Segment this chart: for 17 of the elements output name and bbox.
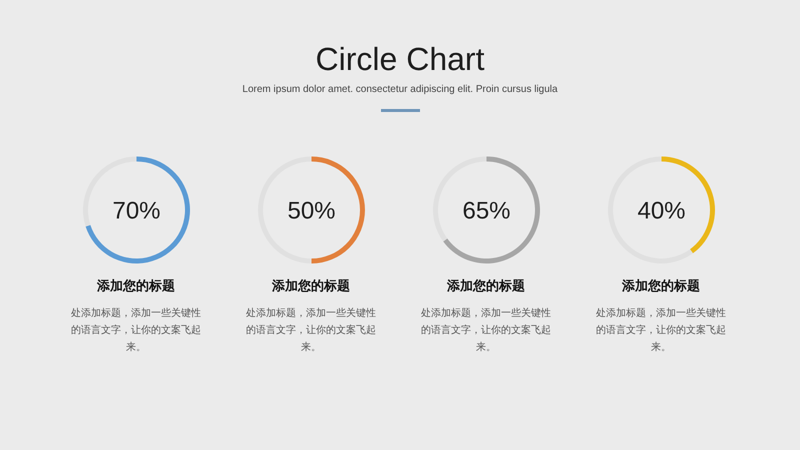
donut-slice	[442, 156, 540, 264]
text: 处添加标题，添加一些关键性的语言文字，让你的文案飞起来。	[245, 306, 377, 355]
data-label: 70%	[112, 198, 160, 224]
donut-slice	[85, 156, 190, 264]
text: 添加您的标题	[96, 278, 176, 296]
data-label: 40%	[636, 198, 686, 224]
donut-slice	[608, 156, 692, 264]
text: 处添加标题，添加一些关键性的语言文字，让你的文案飞起来。	[595, 306, 727, 355]
text: 处添加标题，添加一些关键性的语言文字，让你的文案飞起来。	[420, 306, 552, 355]
data-label: 50%	[286, 198, 336, 224]
text: 添加您的标题	[446, 278, 526, 296]
data-label: 65%	[462, 198, 510, 224]
text: 添加您的标题	[271, 278, 351, 296]
text: Lorem ipsum dolor amet. consectetur adipiscing elit. Proin cursus ligula	[241, 83, 559, 97]
text: Circle Chart	[314, 40, 486, 78]
text: 处添加标题，添加一些关键性的语言文字，让你的文案飞起来。	[70, 306, 202, 355]
text: 添加您的标题	[621, 278, 701, 296]
